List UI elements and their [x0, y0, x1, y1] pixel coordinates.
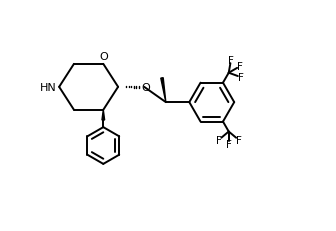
Text: F: F	[216, 135, 222, 145]
Text: O: O	[141, 82, 150, 92]
Text: F: F	[237, 62, 243, 72]
Text: O: O	[99, 52, 108, 62]
Polygon shape	[102, 110, 104, 121]
Text: F: F	[228, 56, 234, 66]
Text: F: F	[226, 140, 232, 150]
Polygon shape	[161, 78, 166, 103]
Text: F: F	[238, 73, 244, 83]
Text: F: F	[236, 135, 242, 145]
Text: HN: HN	[40, 82, 57, 92]
